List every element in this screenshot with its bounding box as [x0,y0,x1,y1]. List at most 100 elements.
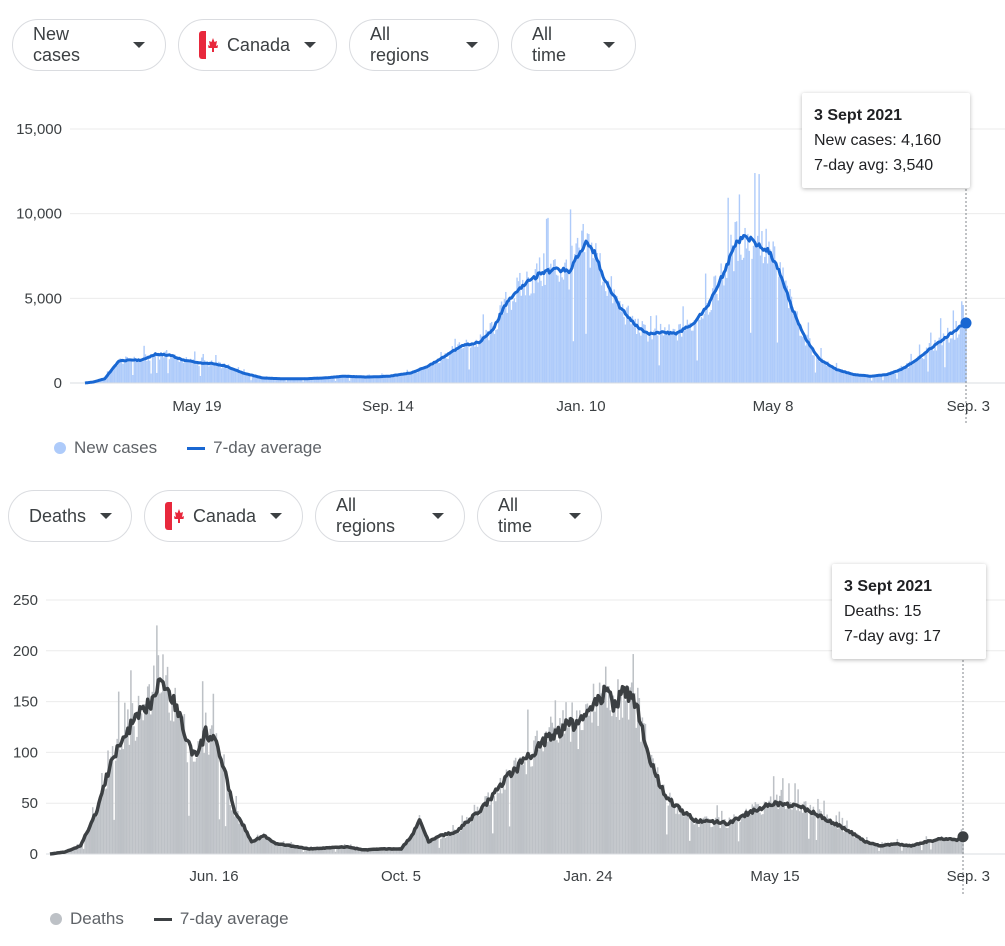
bar [563,733,566,854]
bar [433,836,436,854]
legend-item-7-day-average[interactable]: 7-day average [187,438,322,458]
bar [150,373,152,383]
bar [258,837,260,854]
bar [806,334,808,383]
bar [383,848,386,854]
line-icon [153,917,172,921]
bar [314,849,317,854]
bar [685,327,687,383]
bar [507,300,510,383]
dot-icon [54,442,66,454]
bar [902,843,905,854]
bar [688,324,690,383]
bar [81,844,83,854]
bar [182,716,184,854]
seven-day-average-line [49,677,964,856]
time-range-select[interactable]: All time [511,19,636,71]
bar [498,313,500,383]
bar [646,753,648,854]
bar [500,301,503,383]
metric-select-deaths[interactable]: Deaths [8,490,132,542]
bar [217,361,220,383]
bar [671,332,673,383]
bar [364,377,366,383]
legend-item-new-cases[interactable]: New cases [54,438,157,458]
region-select[interactable]: All regions [349,19,499,71]
bar [855,376,857,383]
bar [893,373,895,383]
bar [789,801,792,854]
bar [184,362,186,383]
bar [737,260,739,383]
bar [931,347,933,383]
metric-select-new-cases[interactable]: New cases [12,19,166,71]
bar [188,359,190,383]
bar [675,813,677,854]
bar [575,710,578,854]
chevron-down-icon [270,513,282,519]
bar [886,374,888,383]
bar [797,789,799,854]
country-select-canada[interactable]: Canada [144,490,303,542]
bar [557,742,560,854]
bar [478,341,480,383]
bar [962,304,964,383]
bar [226,781,228,854]
hover-point[interactable] [957,831,969,843]
bar [938,337,940,383]
bar [551,271,553,383]
bar [473,804,476,854]
bar [379,848,381,854]
canada-flag-icon [165,502,185,530]
bar [641,321,644,383]
bar [803,801,805,854]
bar [808,838,810,854]
bar [328,847,331,854]
x-tick-label: Oct. 5 [381,868,421,885]
deaths-chart[interactable]: 0 50 100 150 200 250 Jun. 16 Oct. 5 Jan. 24 May 1… [0,546,1005,946]
time-range-select[interactable]: All time [477,490,602,542]
bar [685,812,688,854]
bar [113,819,115,854]
bar [168,359,171,383]
country-select-canada[interactable]: Canada [178,19,337,71]
legend-item-7-day-average[interactable]: 7-day average [153,909,289,929]
cases-chart[interactable]: 0 5,000 10,000 15,000 May 19 Sep. 14 Jan. 10 Ma… [0,0,1005,430]
bar [502,777,505,854]
x-tick-label: Sep. 14 [362,398,414,415]
bar [850,832,853,854]
bar [823,800,825,854]
bar [862,375,864,383]
bar [78,847,80,854]
bar [358,376,361,383]
bar [419,367,421,383]
hover-point[interactable] [960,317,972,329]
bar [502,313,504,383]
chevron-down-icon [432,513,444,519]
bar [854,373,856,383]
legend-item-deaths[interactable]: Deaths [50,909,124,929]
bar [791,809,793,854]
bar [345,846,347,854]
bar [714,817,717,854]
region-select[interactable]: All regions [315,490,465,542]
bar [291,843,294,854]
bar [530,293,532,383]
seven-day-average-line [84,234,968,385]
bar [221,763,224,854]
bar [957,837,960,854]
bar [690,330,693,383]
bar [192,359,195,383]
bar [489,323,492,383]
bar [312,378,314,383]
bar [724,819,726,854]
bar [734,818,737,854]
bar [560,722,563,854]
bar [209,728,212,854]
bar [136,361,138,383]
bar [393,374,396,383]
bar [389,376,392,383]
bar [965,327,967,383]
bar [481,807,483,854]
bar [893,842,896,854]
